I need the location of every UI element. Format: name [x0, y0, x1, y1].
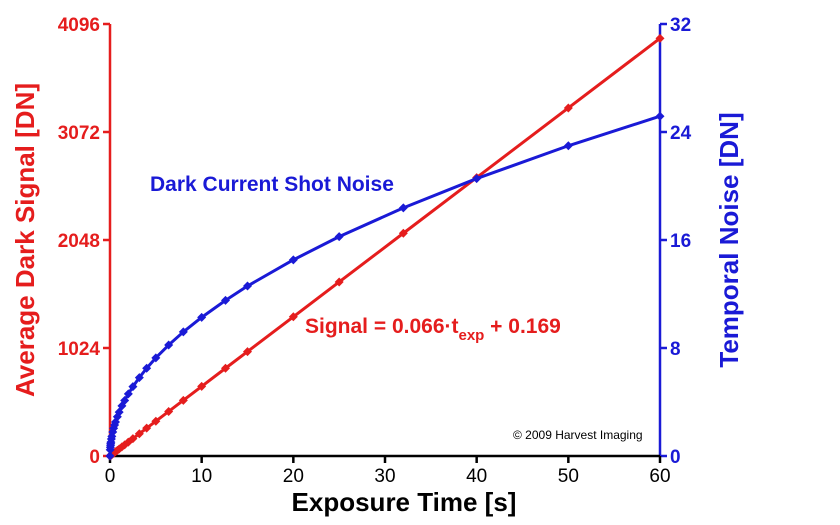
fit-equation-suffix: + 0.169: [484, 315, 560, 338]
series-line: [108, 37, 661, 458]
left-y-tick-label: 4096: [58, 15, 100, 36]
data-point: [142, 423, 152, 433]
data-point: [134, 373, 144, 383]
data-point: [134, 429, 144, 439]
data-point: [221, 295, 230, 305]
noise-series-label: Dark Current Shot Noise: [150, 173, 394, 196]
fit-equation-prefix: Signal = 0.066·t: [305, 315, 458, 338]
data-point: [243, 347, 252, 357]
data-point: [151, 416, 161, 426]
data-point: [164, 406, 174, 416]
data-point: [178, 395, 188, 405]
data-point: [243, 281, 252, 291]
data-point: [128, 434, 138, 444]
x-tick-label: 0: [105, 466, 116, 487]
data-point: [221, 363, 230, 373]
data-point: [288, 312, 298, 322]
data-point: [472, 174, 482, 184]
series-noise: [105, 111, 665, 461]
data-point: [655, 33, 665, 43]
x-tick-label: 10: [191, 466, 212, 487]
data-point: [142, 363, 152, 373]
fit-equation: Signal = 0.066·texp + 0.169: [305, 315, 561, 344]
x-tick-label: 50: [558, 466, 579, 487]
left-y-axis-title: Average Dark Signal [DN]: [10, 83, 40, 397]
data-point: [398, 203, 408, 213]
x-tick-label: 60: [649, 466, 670, 487]
data-point: [334, 232, 344, 242]
x-tick-label: 40: [466, 466, 487, 487]
data-point: [655, 111, 665, 121]
data-point: [197, 381, 207, 391]
data-point: [563, 103, 573, 113]
right-y-axis-title: Temporal Noise [DN]: [714, 112, 744, 367]
data-point: [151, 353, 161, 363]
data-point: [178, 327, 188, 337]
data-point: [334, 277, 344, 287]
series-line: [108, 114, 661, 457]
data-point: [164, 340, 174, 350]
data-point: [120, 440, 130, 450]
right-y-tick-label: 8: [670, 339, 681, 360]
data-point: [563, 141, 573, 151]
series-layer: [105, 33, 665, 461]
data-point: [123, 389, 133, 399]
right-y-tick-label: 32: [670, 15, 691, 36]
left-y-tick-label: 2048: [58, 231, 100, 252]
left-y-tick-label: 0: [89, 447, 100, 468]
left-y-tick-label: 3072: [58, 123, 100, 144]
axes: [108, 24, 662, 458]
left-y-tick-label: 1024: [58, 339, 101, 360]
right-y-tick-label: 16: [670, 231, 691, 252]
x-tick-label: 20: [283, 466, 304, 487]
data-point: [398, 228, 408, 238]
right-y-tick-label: 0: [670, 447, 681, 468]
copyright-text: © 2009 Harvest Imaging: [513, 428, 643, 442]
data-point: [197, 312, 207, 322]
x-tick-label: 30: [374, 466, 395, 487]
data-point: [105, 451, 115, 461]
tick-labels: 0 1024 2048 3072 4096 0 8 16 24 32 0 10 20 30 40 50 60: [58, 15, 692, 487]
data-point: [288, 255, 298, 265]
right-y-tick-label: 24: [670, 123, 692, 144]
data-point: [128, 382, 138, 392]
fit-equation-subscript: exp: [458, 327, 484, 344]
data-point: [120, 396, 130, 406]
x-axis-title: Exposure Time [s]: [292, 487, 517, 517]
series-signal: [105, 33, 665, 461]
